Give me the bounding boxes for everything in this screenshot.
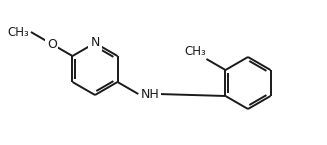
Text: NH: NH — [140, 87, 159, 100]
Text: CH₃: CH₃ — [185, 45, 206, 58]
Text: N: N — [90, 37, 100, 49]
Text: CH₃: CH₃ — [7, 26, 29, 39]
Text: O: O — [47, 38, 57, 50]
